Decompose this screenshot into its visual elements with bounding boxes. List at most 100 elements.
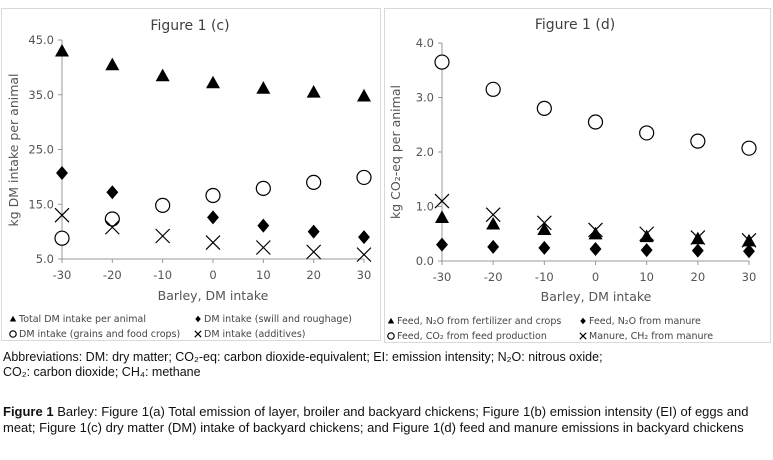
data-point-circle: [54, 230, 70, 246]
series-x: [54, 207, 372, 263]
legend-label: Feed, N₂O from manure: [589, 316, 701, 327]
data-point-diamond: [56, 166, 68, 181]
data-point-x: [588, 222, 603, 238]
y-tick-label: 5.0: [36, 252, 54, 266]
data-point-diamond: [106, 185, 119, 200]
data-point-triangle: [256, 81, 271, 94]
x-tick-label: 0: [209, 268, 216, 282]
x-tick-label: -20: [484, 270, 503, 284]
data-point-triangle: [537, 222, 552, 235]
data-point-x: [536, 215, 552, 231]
chart-c: Figure 1 (c) 5.0 15.0 25.0 35.0 45.0 -30 -20 -10…: [1, 8, 381, 341]
x-tick-label: 10: [256, 268, 271, 282]
y-tick-label: 1.0: [416, 200, 434, 214]
data-point-x: [255, 240, 271, 255]
data-point-diamond: [691, 243, 704, 258]
legend-marker-diamond: [195, 315, 201, 323]
data-point-circle: [741, 140, 757, 156]
data-point-circle: [155, 197, 171, 213]
data-point-diamond: [538, 240, 551, 255]
legend-label: DM intake (swill and roughage): [204, 314, 352, 325]
data-point-x: [155, 228, 171, 244]
series-circle: [54, 169, 372, 246]
data-point-circle: [104, 211, 120, 227]
series-circle: [434, 54, 757, 156]
data-point-x: [54, 207, 70, 223]
data-point-triangle: [639, 229, 654, 243]
x-tick-label: 20: [691, 270, 706, 284]
data-point-circle: [205, 187, 221, 204]
data-point-circle: [639, 125, 655, 141]
legend-label: Manure, CH₂ from manure: [589, 331, 713, 342]
data-point-diamond: [358, 230, 370, 245]
data-point-circle: [306, 174, 322, 190]
legend-marker-x: [194, 330, 202, 338]
data-point-circle: [690, 133, 706, 149]
data-point-triangle: [435, 210, 449, 223]
x-tick-label: -20: [103, 268, 122, 282]
data-point-diamond: [743, 244, 755, 259]
data-point-diamond: [436, 237, 448, 252]
chart-title: Figure 1 (c): [150, 18, 229, 34]
data-point-x: [434, 193, 450, 209]
legend-marker-triangle: [387, 317, 395, 324]
caption-label: Figure 1: [3, 404, 54, 419]
y-tick-label: 25.0: [28, 143, 54, 157]
x-tick-label: 10: [639, 270, 654, 284]
data-point-diamond: [640, 243, 653, 258]
data-point-triangle: [357, 88, 371, 102]
x-tick-label: 30: [742, 270, 757, 284]
data-point-diamond: [307, 224, 320, 239]
y-tick-label: 3.0: [416, 91, 434, 105]
data-point-x: [306, 244, 322, 260]
y-axis-title: kg DM intake per animal: [6, 73, 21, 226]
legend-label: Feed, CO₂ from feed production: [397, 331, 547, 342]
data-point-diamond: [257, 218, 270, 233]
data-point-triangle: [155, 68, 170, 82]
x-axis-title: Barley, DM intake: [158, 288, 269, 303]
legend-label: Total DM intake per animal: [18, 314, 146, 325]
legend-marker-circle: [387, 332, 395, 340]
abbreviations-line-2: CO₂: carbon dioxide; CH₄: methane: [3, 365, 201, 379]
x-tick-label: 30: [357, 268, 372, 282]
data-point-triangle: [55, 43, 69, 57]
series-triangle: [55, 43, 371, 102]
y-tick-label: 0.0: [416, 254, 434, 268]
data-point-x: [104, 219, 120, 235]
data-point-diamond: [589, 242, 602, 257]
charts-area: Figure 1 (c) 5.0 15.0 25.0 35.0 45.0 -30 -20 -10…: [1, 8, 771, 343]
x-tick-label: -10: [535, 270, 554, 284]
data-point-x: [485, 207, 501, 223]
chart-title: Figure 1 (d): [535, 17, 615, 33]
data-point-x: [690, 230, 706, 245]
legend-marker-x: [579, 332, 587, 340]
legend-marker-diamond: [580, 317, 586, 325]
x-tick-label: -30: [53, 268, 72, 282]
series-diamond: [436, 237, 755, 259]
legend-marker-circle: [9, 330, 17, 338]
series-x: [434, 193, 757, 248]
y-tick-label: 4.0: [416, 36, 434, 50]
y-tick-label: 2.0: [416, 145, 434, 159]
data-point-x: [639, 226, 655, 242]
data-point-triangle: [486, 216, 501, 230]
legend-marker-triangle: [9, 315, 17, 322]
x-tick-label: 20: [306, 268, 321, 282]
data-point-x: [205, 235, 221, 250]
data-point-circle: [356, 169, 372, 186]
legend-label: DM intake (grains and food crops): [19, 329, 180, 340]
data-point-circle: [485, 81, 501, 97]
x-tick-label: -10: [153, 268, 172, 282]
y-tick-label: 35.0: [28, 88, 54, 102]
chart-d: Figure 1 (d) 0.0 1.0 2.0 3.0 4.0 -30 -20 -10 0 10 2…: [384, 8, 771, 343]
figure-caption: Figure 1 Barley: Figure 1(a) Total emiss…: [3, 404, 768, 436]
y-tick-label: 45.0: [28, 33, 54, 47]
data-point-circle: [587, 114, 604, 130]
abbreviations: Abbreviations: DM: dry matter; CO₂-eq: c…: [3, 350, 763, 380]
x-tick-label: 0: [592, 270, 599, 284]
data-point-diamond: [207, 210, 219, 225]
data-point-triangle: [105, 57, 120, 71]
x-axis-title: Barley, DM intake: [541, 289, 652, 304]
legend-label: Feed, N₂O from fertilizer and crops: [397, 316, 561, 327]
abbreviations-line-1: Abbreviations: DM: dry matter; CO₂-eq: c…: [3, 350, 603, 364]
